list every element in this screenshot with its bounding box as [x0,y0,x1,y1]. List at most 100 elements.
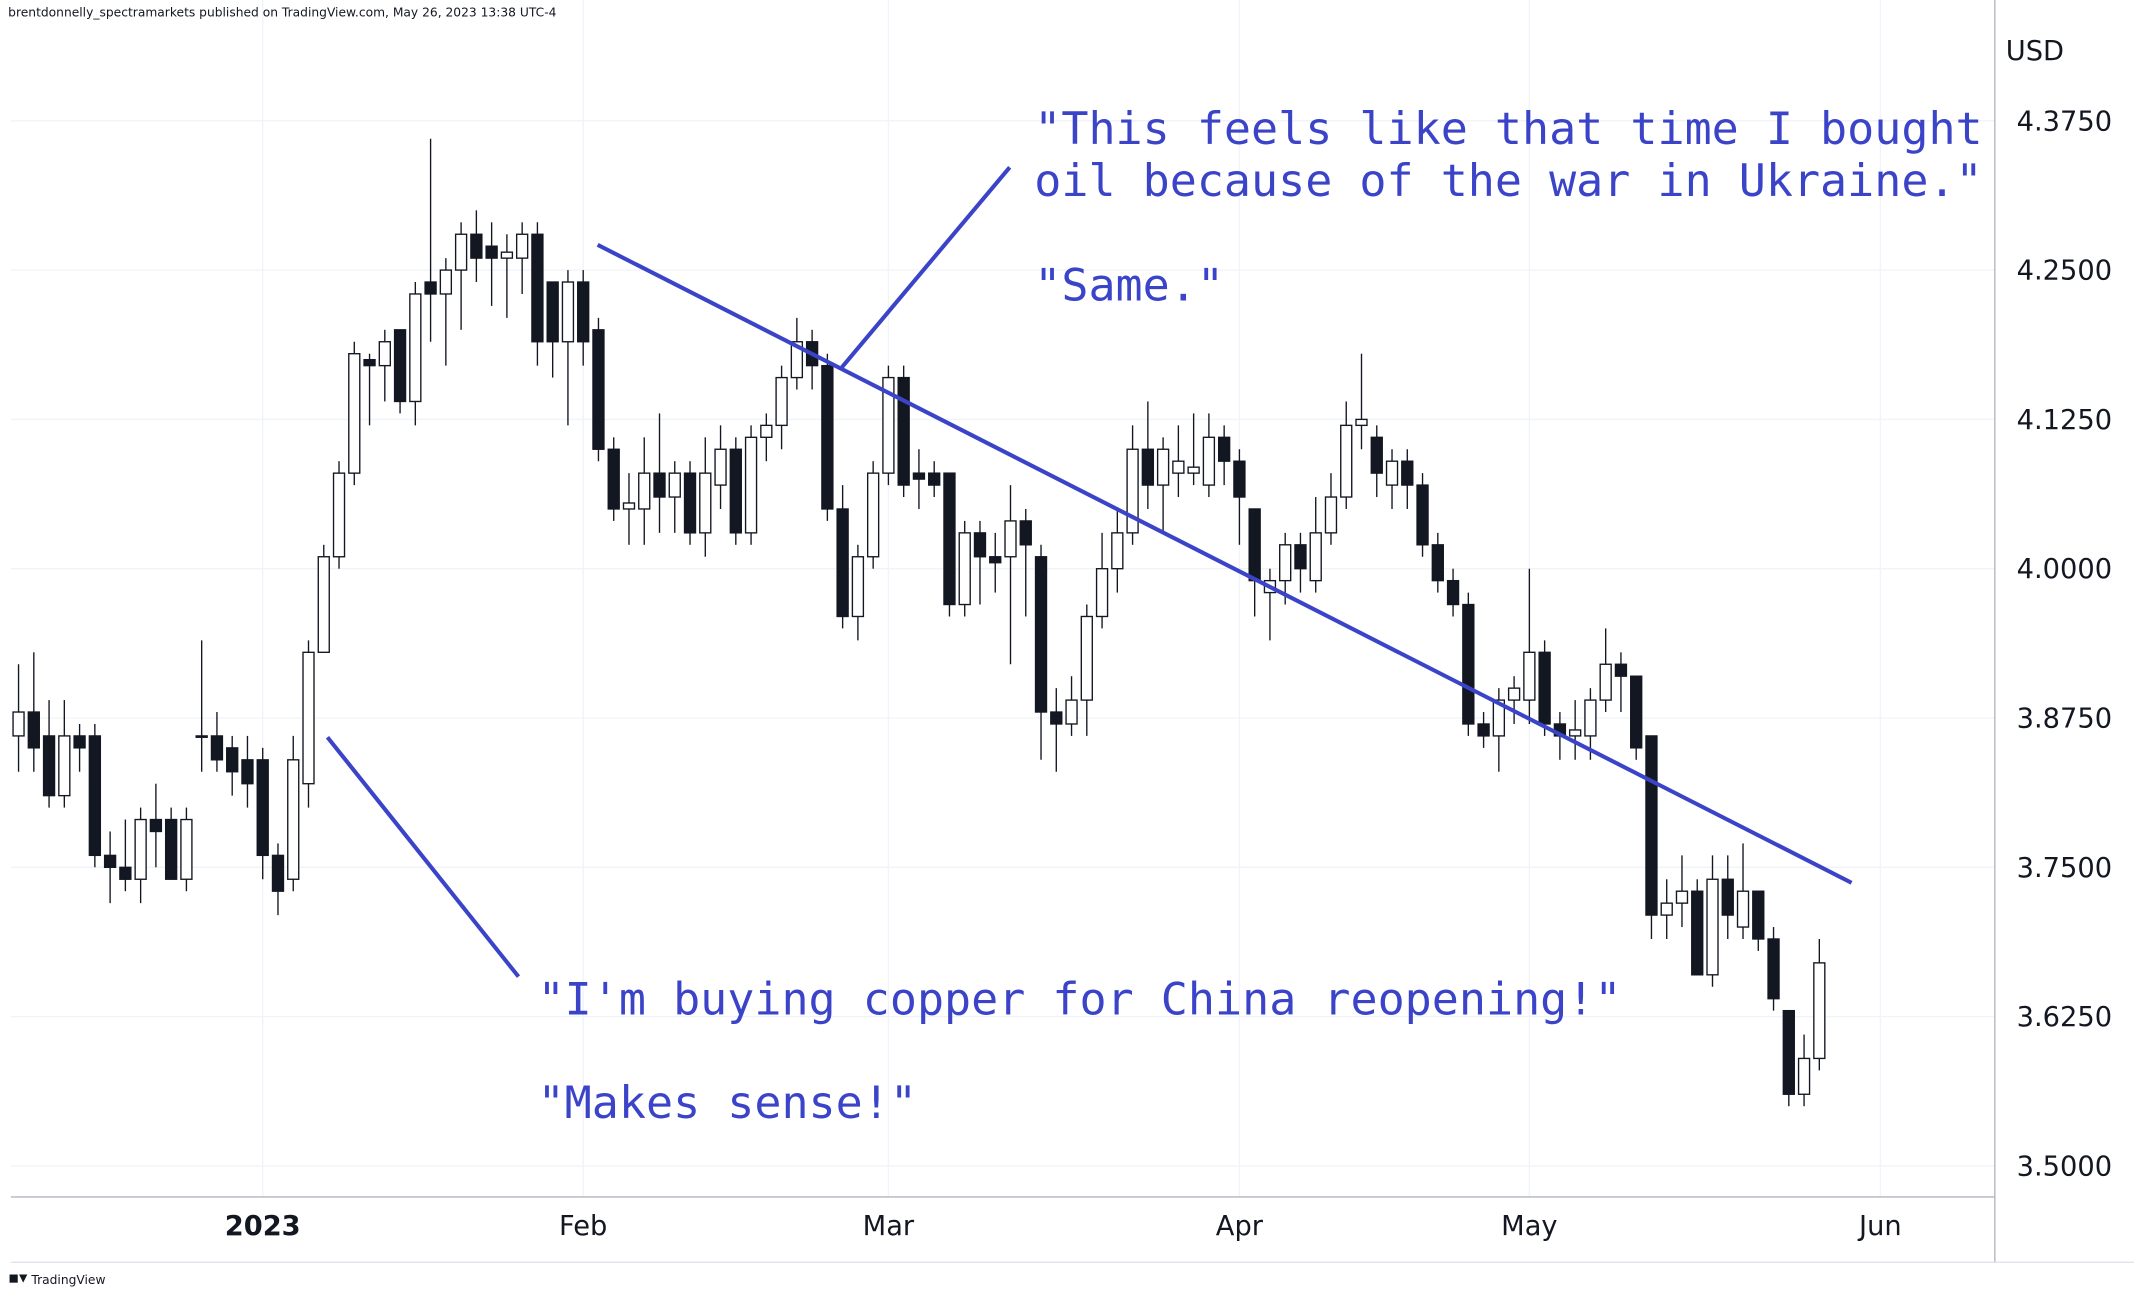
candle-body [1111,532,1124,570]
y-tick-label: 3.8750 [2017,704,2112,735]
candle-body [1477,723,1490,737]
candle-body [1599,663,1612,701]
y-tick-label: 4.1250 [2017,405,2112,436]
y-tick-label: 4.0000 [2017,554,2112,585]
candle-body [744,436,758,534]
candle-body [1721,878,1734,916]
candle-body [958,532,971,606]
candle-body [1340,424,1353,498]
candle-body [180,818,193,880]
y-tick-label: 3.6250 [2017,1002,2112,1033]
annotation: oil because of the war in Ukraine." [1034,154,1982,207]
x-tick-label: Jun [1857,1211,1902,1242]
candle-body [882,376,895,474]
candle-body [592,329,605,450]
candle-body [103,854,117,868]
x-tick-label: Mar [863,1211,915,1242]
candle-body [378,341,391,367]
candle-body [729,448,742,534]
candle-body [1813,962,1826,1060]
candle-body [714,448,727,486]
candle-body [409,293,422,403]
candle-body [760,424,773,438]
annotation: "This feels like that time I bought [1034,102,1982,155]
candle-body [851,556,865,618]
candle-body [271,854,285,892]
candle-body [226,747,239,773]
candle-body [607,448,620,510]
candle-body [1187,466,1200,474]
candle-body [1309,532,1322,582]
candle-body [1294,544,1307,570]
candle-body [683,472,697,534]
candle-body [1736,890,1750,928]
candle-body [1065,699,1078,725]
footer-logo [9,1274,28,1283]
candle-body [1782,1009,1795,1095]
candle-body [668,472,681,498]
candle-body [317,556,330,653]
y-tick-label: 3.5000 [2017,1151,2112,1182]
y-tick-label: 3.7500 [2017,853,2112,884]
candle-body [622,502,636,510]
candle-body [1279,544,1292,582]
candle-body [1156,448,1170,486]
candle-body [699,472,712,534]
candle-body [424,281,437,295]
candle-body [638,472,651,510]
candle-body [1050,711,1063,725]
candle-body [500,251,514,259]
candle-body [1324,496,1338,534]
candle-body [485,245,498,259]
y-axis-label: USD [2006,36,2064,67]
candle-body [836,508,849,618]
candle-body [119,866,132,880]
candle-body [1004,520,1017,558]
x-tick-label: Feb [559,1211,607,1242]
candle-body [1233,460,1246,498]
candle-body [653,472,666,498]
candle-body [256,759,269,857]
pointer-line [840,165,1012,369]
candle-body [1019,520,1032,546]
candle-body [1217,436,1231,462]
candles [12,138,1826,1107]
candle-body [393,329,407,403]
annotation: "Same." [1034,259,1224,312]
candle-body [88,735,102,857]
candle-body [1630,675,1643,749]
candle-body [1446,579,1460,606]
candle-body [912,472,926,480]
candle-body [1645,735,1658,916]
candle-body [1370,436,1383,474]
candle-body [866,472,880,558]
candle-body [164,818,178,880]
candle-body [1355,418,1368,427]
candle-body [241,759,254,785]
candle-body [210,735,224,761]
candle-body [561,281,575,343]
candle-body [577,281,590,343]
candle-body [1797,1057,1811,1095]
candle-body [439,269,453,295]
candle-body [1584,699,1597,737]
candle-body [1568,729,1582,737]
candle-body [989,556,1002,564]
candle-body [973,532,987,558]
candle-body [1034,556,1048,713]
candle-body [1172,460,1185,474]
header: brentdonnelly_spectramarkets published o… [8,5,556,19]
candle-body [1401,460,1414,486]
annotation: "I'm buying copper for China reopening!" [538,973,1622,1026]
candle-body [1492,699,1506,737]
candle-body [470,233,483,259]
candle-body [928,472,941,486]
candle-body [1080,615,1093,701]
candle-body [1675,890,1689,904]
candle-body [1248,508,1261,582]
x-tick-label: May [1501,1211,1557,1242]
candle-body [1767,938,1780,1000]
candle-body [149,818,163,833]
